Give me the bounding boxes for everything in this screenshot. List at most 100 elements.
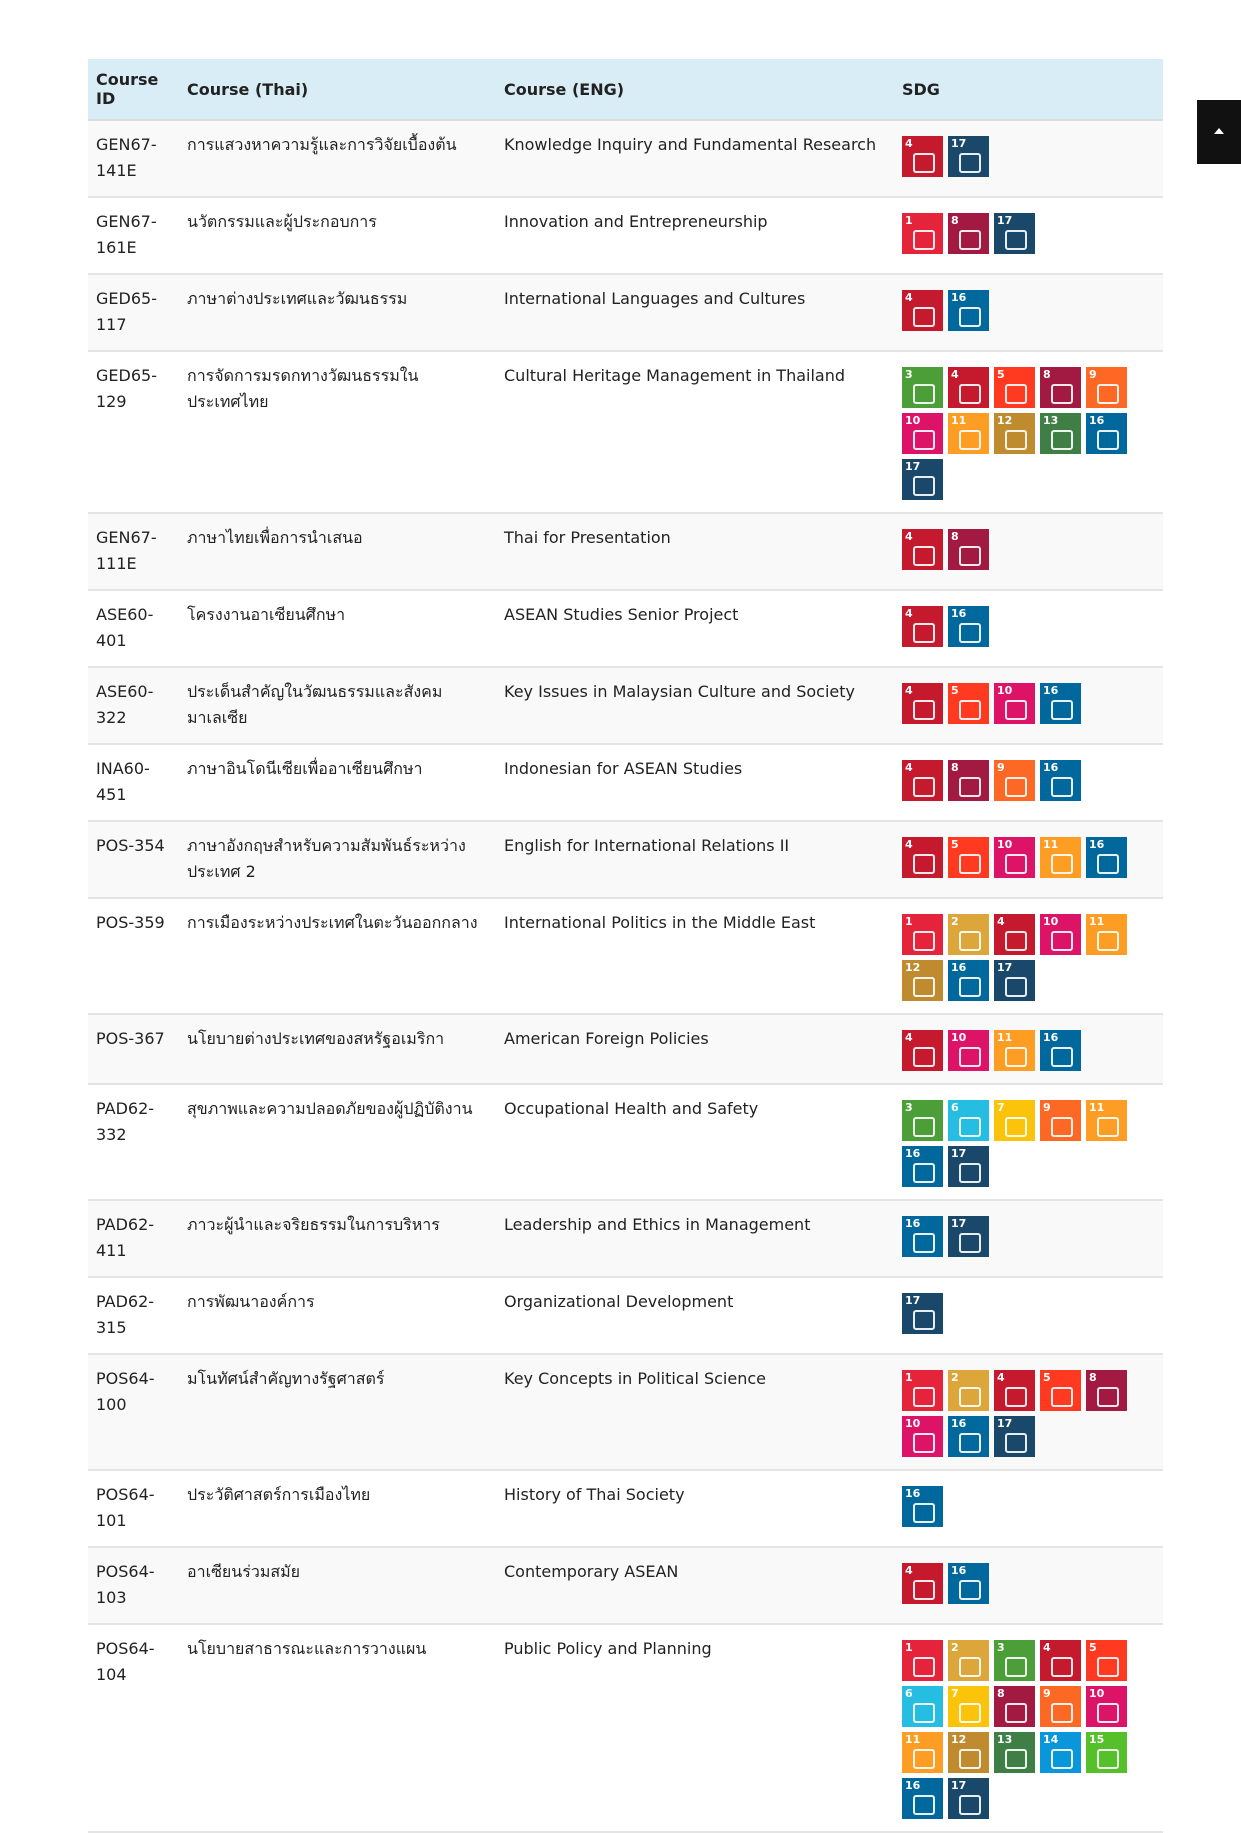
- sdg-icons: 16 17: [902, 1212, 1137, 1257]
- course-id: GEN67-111E: [88, 513, 179, 591]
- course-row: PAD62-411 ภาวะผู้นำและจริยธรรมในการบริหาร…: [88, 1200, 1163, 1278]
- course-thai: ประวัติศาสตร์การเมืองไทย: [179, 1470, 496, 1548]
- sdg-cell: 16: [894, 1470, 1163, 1548]
- course-eng: International Languages and Cultures: [496, 274, 894, 352]
- sdg-icon: 16: [1086, 413, 1127, 454]
- sdg-icon: 3: [994, 1640, 1035, 1681]
- sdg-icon: 16: [902, 1216, 943, 1257]
- back-to-top-button[interactable]: [1197, 100, 1241, 164]
- course-id: ASE60-322: [88, 667, 179, 745]
- sdg-cell: 1 2 4 5 8 10 16 17: [894, 1354, 1163, 1471]
- sdg-icon: 11: [994, 1030, 1035, 1071]
- sdg-icon: 17: [902, 459, 943, 500]
- sdg-cell: 17: [894, 1277, 1163, 1355]
- sdg-icon: 17: [994, 960, 1035, 1001]
- sdg-icon: 16: [948, 606, 989, 647]
- course-row: GED65-117 ภาษาต่างประเทศและวัฒนธรรม Intern…: [88, 274, 1163, 352]
- sdg-icon: 10: [902, 1416, 943, 1457]
- sdg-icon: 10: [948, 1030, 989, 1071]
- sdg-icon: 16: [1040, 760, 1081, 801]
- sdg-cell: 16 17: [894, 1200, 1163, 1278]
- sdg-icon: 3: [902, 1100, 943, 1141]
- sdg-icon: 4: [902, 683, 943, 724]
- sdg-icon: 17: [948, 1216, 989, 1257]
- sdg-cell: 1 8 17: [894, 197, 1163, 275]
- course-eng: Organizational Development: [496, 1277, 894, 1355]
- sdg-cell: 4 17: [894, 120, 1163, 198]
- course-thai: ภาษาไทยเพื่อการนำเสนอ: [179, 513, 496, 591]
- sdg-icon: 4: [902, 529, 943, 570]
- course-row: ASE60-322 ประเด็นสำคัญในวัฒนธรรมและสังคมม…: [88, 667, 1163, 745]
- sdg-icon: 16: [1086, 837, 1127, 878]
- sdg-cell: 3 4 5 8 9 10 11 12 13 16 17: [894, 351, 1163, 514]
- sdg-icons: 4 16: [902, 1559, 1137, 1604]
- course-thai: มโนทัศน์สำคัญทางรัฐศาสตร์: [179, 1354, 496, 1471]
- course-row: GEN67-111E ภาษาไทยเพื่อการนำเสนอ Thai for …: [88, 513, 1163, 591]
- course-row: INA60-451 ภาษาอินโดนีเซียเพื่ออาเซียนศึกษ…: [88, 744, 1163, 822]
- sdg-icon: 4: [902, 837, 943, 878]
- sdg-icon: 4: [902, 1563, 943, 1604]
- sdg-icon: 17: [948, 1778, 989, 1819]
- sdg-icon: 8: [948, 529, 989, 570]
- course-id: POS64-100: [88, 1354, 179, 1471]
- course-id: GEN67-161E: [88, 197, 179, 275]
- course-row: PAD62-315 การพัฒนาองค์การ Organizational D…: [88, 1277, 1163, 1355]
- course-thai: ภาษาอังกฤษสำหรับความสัมพันธ์ระหว่างประเท…: [179, 821, 496, 899]
- page: Course ID Course (Thai) Course (ENG) SDG…: [88, 59, 1241, 1833]
- course-id: PAD62-411: [88, 1200, 179, 1278]
- sdg-icon: 16: [948, 1563, 989, 1604]
- sdg-icon: 16: [902, 1778, 943, 1819]
- sdg-icon: 6: [902, 1686, 943, 1727]
- sdg-icon: 1: [902, 1640, 943, 1681]
- table-body: GEN67-141E การแสวงหาความรู้และการวิจัยเบื…: [88, 120, 1163, 1833]
- sdg-icons: 1 2 3 4 5 6 7 8 9 10 11 12 13 14 15 16 17: [902, 1636, 1137, 1819]
- course-id: GED65-129: [88, 351, 179, 514]
- sdg-icons: 17: [902, 1289, 1137, 1334]
- course-eng: American Foreign Policies: [496, 1014, 894, 1085]
- sdg-cell: 4 16: [894, 1547, 1163, 1625]
- course-eng: International Politics in the Middle Eas…: [496, 898, 894, 1015]
- sdg-icons: 4 16: [902, 602, 1137, 647]
- sdg-icons: 4 8 9 16: [902, 756, 1137, 801]
- sdg-icon: 16: [948, 290, 989, 331]
- sdg-icon: 11: [1086, 914, 1127, 955]
- course-id: INA60-451: [88, 744, 179, 822]
- sdg-icon: 2: [948, 1640, 989, 1681]
- sdg-icon: 9: [1040, 1100, 1081, 1141]
- sdg-icon: 15: [1086, 1732, 1127, 1773]
- sdg-icon: 10: [994, 837, 1035, 878]
- sdg-icon: 7: [948, 1686, 989, 1727]
- course-thai: นโยบายต่างประเทศของสหรัฐอเมริกา: [179, 1014, 496, 1085]
- sdg-icon: 17: [948, 1146, 989, 1187]
- sdg-icon: 9: [1086, 367, 1127, 408]
- header-row: Course ID Course (Thai) Course (ENG) SDG: [88, 59, 1163, 121]
- sdg-icons: 4 5 10 11 16: [902, 833, 1137, 878]
- sdg-icon: 10: [1086, 1686, 1127, 1727]
- sdg-icons: 4 10 11 16: [902, 1026, 1137, 1071]
- sdg-cell: 1 2 3 4 5 6 7 8 9 10 11 12 13 14 15 16 17: [894, 1624, 1163, 1833]
- sdg-icon: 2: [948, 1370, 989, 1411]
- course-thai: นโยบายสาธารณะและการวางแผน: [179, 1624, 496, 1833]
- sdg-icon: 4: [948, 367, 989, 408]
- sdg-icon: 16: [1040, 1030, 1081, 1071]
- course-row: POS64-101 ประวัติศาสตร์การเมืองไทย History…: [88, 1470, 1163, 1548]
- sdg-cell: 3 6 7 9 11 16 17: [894, 1084, 1163, 1201]
- course-id: POS-359: [88, 898, 179, 1015]
- sdg-icon: 4: [902, 606, 943, 647]
- course-eng: Cultural Heritage Management in Thailand: [496, 351, 894, 514]
- sdg-icon: 5: [994, 367, 1035, 408]
- sdg-icon: 1: [902, 1370, 943, 1411]
- course-row: ASE60-401 โครงงานอาเซียนศึกษา ASEAN Studie…: [88, 590, 1163, 668]
- sdg-icon: 5: [1086, 1640, 1127, 1681]
- course-id: POS-354: [88, 821, 179, 899]
- course-id: GEN67-141E: [88, 120, 179, 198]
- sdg-cell: 4 10 11 16: [894, 1014, 1163, 1085]
- sdg-icon: 16: [902, 1146, 943, 1187]
- course-row: PAD62-332 สุขภาพและความปลอดภัยของผู้ปฏิบั…: [88, 1084, 1163, 1201]
- course-row: POS-354 ภาษาอังกฤษสำหรับความสัมพันธ์ระหว่…: [88, 821, 1163, 899]
- sdg-icon: 16: [1040, 683, 1081, 724]
- sdg-icon: 8: [948, 760, 989, 801]
- sdg-icon: 9: [1040, 1686, 1081, 1727]
- sdg-icon: 11: [1086, 1100, 1127, 1141]
